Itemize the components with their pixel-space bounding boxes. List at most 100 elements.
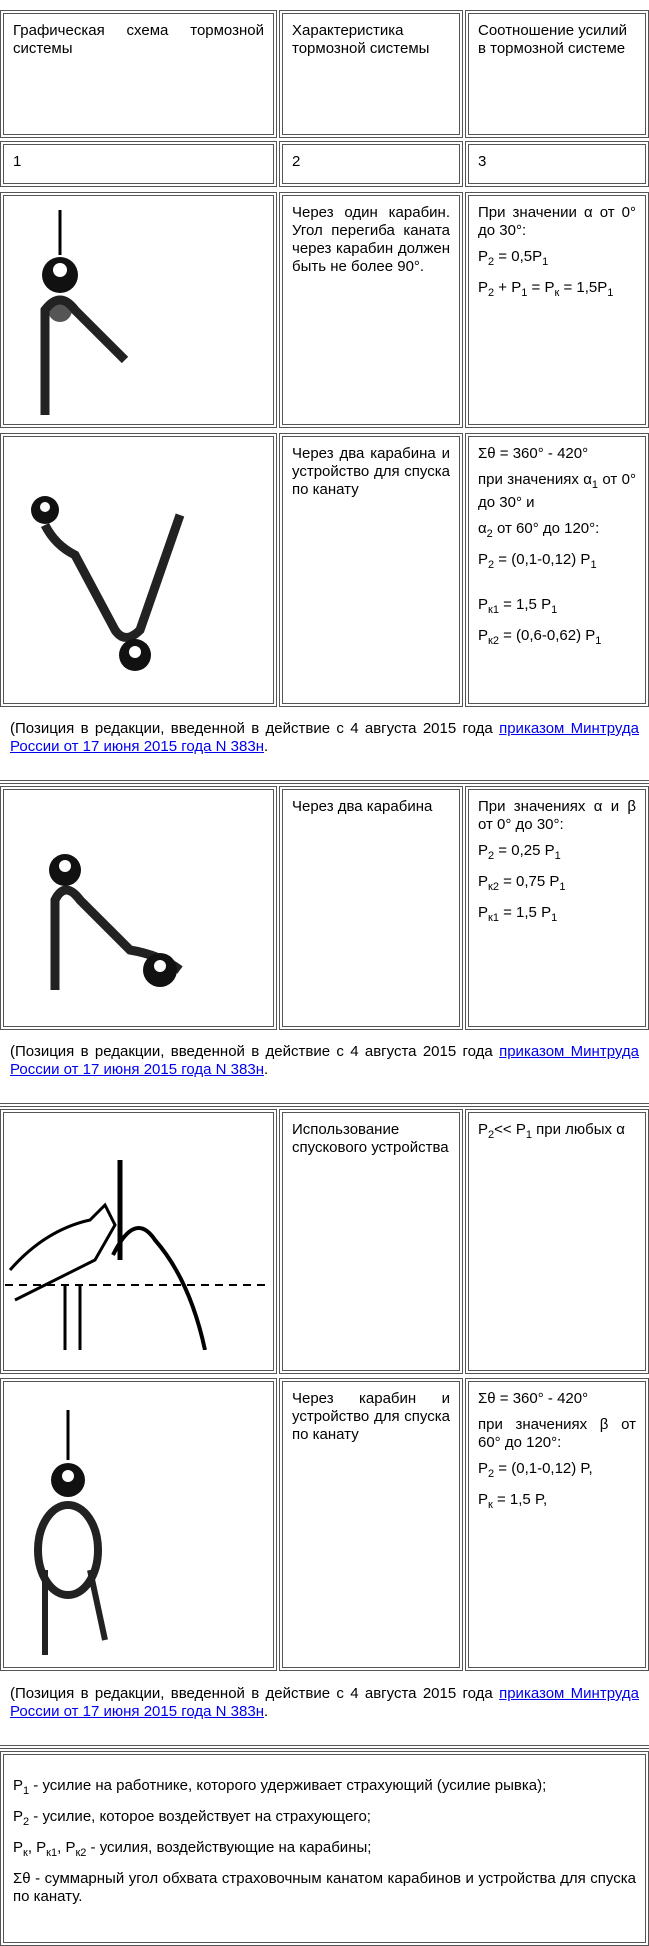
text: При значении α от 0° до 30°: [478, 204, 636, 239]
text: - усилие на работнике, которого удержива… [29, 1777, 547, 1794]
formula-line: P2 = 0,5P1 [478, 248, 636, 271]
description-cell: Через два карабина [279, 786, 463, 1030]
text: от 0° до 30° и [478, 471, 636, 511]
diagram-2 [31, 496, 185, 671]
subscript: 2 [488, 287, 495, 299]
number-cell: 1 [0, 141, 277, 187]
text: = 1,5 P [498, 596, 552, 613]
text: α [478, 520, 487, 537]
text: = (0,1-0,12) P, [494, 1460, 593, 1477]
description-cell: Через один карабин. Угол перегиба каната… [279, 192, 463, 428]
diagram-4 [5, 1160, 265, 1350]
formula-line: при значениях β от 60° до 120°: [478, 1416, 636, 1452]
description-cell: Через два карабина и устройство для спус… [279, 433, 463, 707]
formula-line: P2 = 0,25 P1 [478, 842, 636, 865]
subscript: 2 [488, 256, 495, 268]
text: , P [27, 1839, 47, 1856]
subscript: 1 [554, 850, 561, 862]
formula-line: при значениях α1 от 0° до 30° и [478, 471, 636, 512]
formula-line: Σθ - суммарный угол обхвата страховочным… [13, 1870, 636, 1906]
text: = P [527, 279, 555, 296]
formula-line: P2<< P1 при любых α [478, 1121, 636, 1144]
text: P [478, 1491, 489, 1508]
text: P [13, 1808, 24, 1825]
subscript: 1 [595, 635, 602, 647]
formula-line: P2 = (0,1-0,12) P1 [478, 551, 636, 574]
subscript: 1 [551, 912, 558, 924]
relation-cell: Σθ = 360° - 420° при значениях α1 от 0° д… [465, 433, 649, 707]
subscript: 1 [521, 287, 528, 299]
description: Использование спускового устройства [292, 1121, 449, 1156]
formula-line: P2 = (0,1-0,12) P, [478, 1460, 636, 1483]
text: << P [494, 1121, 526, 1138]
note-link[interactable]: приказом Минтруда России от 17 июня 2015… [10, 1685, 639, 1720]
note-end: . [263, 738, 269, 755]
text: P [478, 248, 489, 265]
text: - усилия, воздействующие на карабины; [86, 1839, 372, 1856]
text: Σθ = 360° - 420° [478, 1390, 589, 1407]
header-text: Графическая схема тормозной системы [13, 22, 264, 57]
description-cell: Через карабин и устройство для спуска по… [279, 1378, 463, 1671]
text: При значениях α и β от 0° до 30°: [478, 798, 636, 833]
subscript: к [554, 287, 560, 299]
column-number: 2 [292, 153, 301, 170]
text: Σθ - суммарный угол обхвата страховочным… [13, 1870, 636, 1905]
formula-line: Σθ = 360° - 420° [478, 1390, 636, 1408]
text: P [478, 279, 489, 296]
header-cell: Характеристика тормозной системы [279, 10, 463, 138]
text: P [478, 596, 489, 613]
subscript: к2 [75, 1847, 87, 1859]
text: P [13, 1839, 24, 1856]
note-link[interactable]: приказом Минтруда России от 17 июня 2015… [10, 1043, 639, 1078]
subscript: 2 [486, 528, 493, 540]
subscript: к1 [46, 1847, 58, 1859]
subscript: 1 [23, 1785, 30, 1797]
subscript: к2 [488, 881, 499, 893]
number-cell: 3 [465, 141, 649, 187]
note-text: (Позиция в редакции, введенной в действи… [10, 720, 500, 737]
text: P [478, 842, 489, 859]
formula-line: Pк = 1,5 P, [478, 1491, 636, 1514]
formula-line: При значении α от 0° до 30°: [478, 204, 636, 240]
text: P [478, 551, 489, 568]
text: P [478, 1460, 489, 1477]
relation-cell: При значениях α и β от 0° до 30°: P2 = 0,… [465, 786, 649, 1030]
diagram-cell [0, 192, 277, 428]
formula-line: Pк, Pк1, Pк2 - усилия, воздействующие на… [13, 1839, 636, 1862]
revision-note: (Позиция в редакции, введенной в действи… [0, 708, 649, 784]
diagram-cell [0, 1109, 277, 1374]
number-cell: 2 [279, 141, 463, 187]
formula-line: Pк1 = 1,5 P1 [478, 904, 636, 927]
text: = 1,5 P [498, 904, 552, 921]
text: - усилие, которое воздействует на страху… [29, 1808, 371, 1825]
relation-cell: Σθ = 360° - 420° при значениях β от 60° д… [465, 1378, 649, 1671]
note-end: . [263, 1061, 269, 1078]
subscript: 1 [607, 287, 614, 299]
description: Через два карабина и устройство для спус… [292, 445, 450, 498]
diagram-5 [34, 1410, 108, 1655]
subscript: к [23, 1847, 28, 1859]
column-number: 1 [13, 153, 22, 170]
subscript: 1 [542, 256, 549, 268]
header-text: Характеристика тормозной системы [292, 22, 430, 57]
subscript: 1 [551, 604, 558, 616]
text: , P [57, 1839, 76, 1856]
note-link[interactable]: приказом Минтруда России от 17 июня 2015… [10, 720, 639, 755]
description-cell: Использование спускового устройства [279, 1109, 463, 1374]
text: = 0,5P [494, 248, 543, 265]
subscript: 2 [488, 1129, 495, 1141]
subscript: 2 [488, 850, 495, 862]
text: P [478, 627, 489, 644]
subscript: 1 [590, 559, 597, 571]
formula-line: P2 - усилие, которое воздействует на стр… [13, 1808, 636, 1831]
text: при любых α [531, 1121, 625, 1138]
subscript: 2 [488, 1468, 495, 1480]
subscript: к [488, 1499, 493, 1511]
subscript: 2 [488, 559, 495, 571]
text: при значениях β от 60° до 120°: [478, 1416, 636, 1451]
subscript: 1 [525, 1129, 532, 1141]
diagram-3 [49, 854, 183, 990]
subscript: к1 [488, 604, 499, 616]
diagram-cell [0, 1378, 277, 1671]
